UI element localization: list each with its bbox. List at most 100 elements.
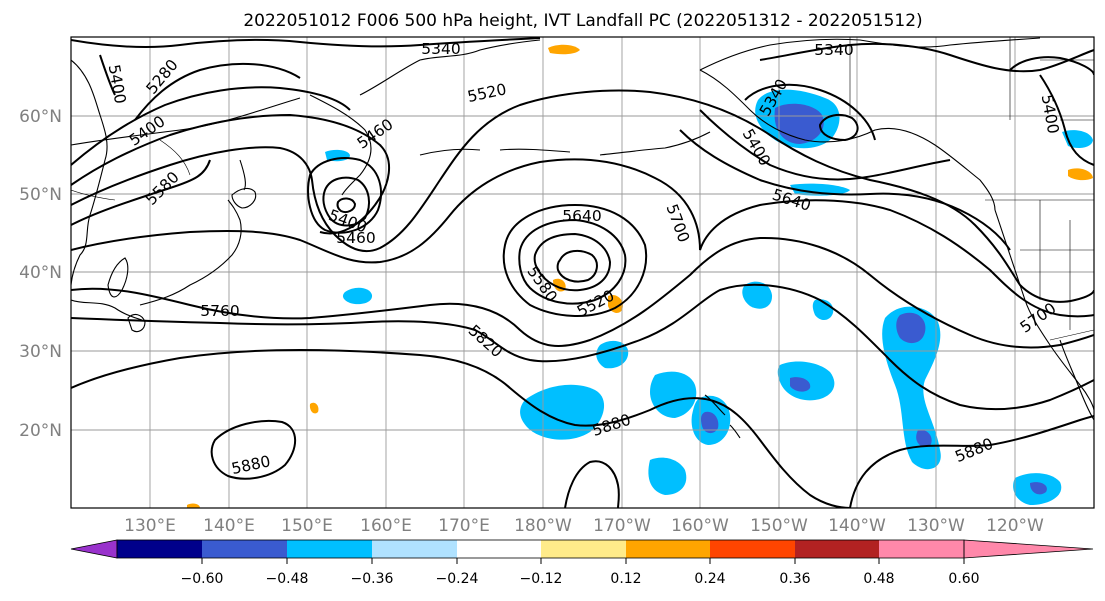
- ivt-shading: [187, 44, 1093, 508]
- ivt-patch-south-1: [648, 457, 687, 495]
- lon-label: 120°W: [986, 516, 1044, 536]
- contour-5760: [71, 236, 1094, 349]
- contour-east-small: [1039, 74, 1094, 166]
- lon-label: 170°E: [438, 516, 490, 536]
- contour-label: 5340: [421, 40, 460, 58]
- colorbar-segment: [879, 540, 964, 558]
- latitude-labels: 60°N 50°N 40°N 30°N 20°N: [19, 107, 62, 441]
- coastlines: [71, 37, 1094, 439]
- contour-5340-alaska: [744, 83, 876, 141]
- colorbar: −0.60 −0.48 −0.36 −0.24 −0.12 0.12 0.24 …: [70, 539, 1094, 587]
- contour-5700: [71, 158, 1094, 318]
- colorbar-tick-label: −0.24: [436, 571, 479, 587]
- contour-5820: [71, 283, 1094, 411]
- ivt-patch-south-3-core: [1030, 482, 1047, 495]
- longitude-labels: 130°E 140°E 150°E 160°E 170°E 180°W 170°…: [124, 516, 1044, 536]
- contour-5280: [134, 62, 301, 121]
- colorbar-segment: [372, 540, 457, 558]
- contour-low-center: [336, 197, 357, 214]
- lat-label: 40°N: [19, 263, 62, 283]
- coast-japan-kyushu: [127, 313, 146, 333]
- ivt-patch-central-3-core: [701, 411, 719, 434]
- map-panel: 5340 5340 5400 5280 5400 5520 5460 5580 …: [70, 36, 1095, 509]
- contour-5400-west: [99, 54, 116, 96]
- colorbar-tick-label: 0.12: [610, 571, 641, 587]
- contour-5460: [71, 113, 391, 235]
- coast-aleutians: [419, 131, 711, 156]
- lat-label: 50°N: [19, 185, 62, 205]
- colorbar-tick-label: −0.48: [266, 571, 309, 587]
- lon-label: 150°W: [750, 516, 808, 536]
- colorbar-segment: [795, 540, 879, 558]
- contour-5880-west: [71, 348, 851, 508]
- lon-label: 180°W: [514, 516, 572, 536]
- map-frame: [70, 36, 1095, 509]
- contour-5880-south: [564, 460, 620, 508]
- border-asia: [71, 139, 191, 201]
- contour-5640-ring: [502, 203, 648, 317]
- contour-label: 5460: [336, 229, 375, 247]
- lon-label: 170°W: [593, 516, 651, 536]
- contour-5580-ring: [518, 218, 627, 305]
- coast-chukotka: [359, 39, 541, 96]
- border-us-mexico: [1049, 329, 1094, 341]
- colorbar-extend-left: [70, 539, 118, 559]
- contour-5880-ring: [210, 419, 297, 480]
- colorbar-segment: [626, 540, 710, 558]
- contour-5460-low-ring: [307, 157, 382, 234]
- map-title: 2022051012 F006 500 hPa height, IVT Land…: [243, 11, 922, 31]
- ivt-patch-mid-1: [742, 281, 773, 309]
- coast-na-west: [994, 209, 1094, 411]
- contour-label: 5640: [562, 207, 601, 225]
- contour-5400-low-ring: [322, 176, 371, 227]
- lon-label: 150°E: [281, 516, 333, 536]
- coast-baja: [1059, 339, 1094, 421]
- ivt-patch-orange-1: [548, 44, 580, 55]
- colorbar-tick-label: 0.48: [863, 571, 894, 587]
- colorbar-tick-label: −0.60: [181, 571, 224, 587]
- colorbar-segment: [541, 540, 626, 558]
- coast-asia: [71, 59, 108, 286]
- colorbar-segment: [202, 540, 287, 558]
- contour-5640: [679, 129, 1011, 251]
- colorbar-extend-right: [963, 539, 1094, 559]
- coast-kamchatka: [309, 94, 372, 196]
- colorbar-segment: [117, 540, 202, 558]
- contour-5520-ring: [533, 232, 612, 292]
- lon-label: 160°E: [360, 516, 412, 536]
- lon-label: 140°E: [203, 516, 255, 536]
- lon-label: 140°W: [828, 516, 886, 536]
- lat-label: 30°N: [19, 342, 62, 362]
- colorbar-segment: [710, 540, 795, 558]
- contour-5580: [71, 159, 211, 226]
- coast-alaska-north: [699, 37, 1041, 71]
- ivt-patch-gulf: [790, 183, 850, 196]
- colorbar-tick-label: 0.24: [694, 571, 725, 587]
- coast-korea: [107, 257, 129, 298]
- height-contours: [71, 37, 1094, 508]
- contour-high-center: [556, 249, 598, 283]
- colorbar-tick-label: 0.60: [948, 571, 979, 587]
- map-background: [71, 37, 1094, 508]
- coast-hawaii: [704, 394, 741, 439]
- colorbar-segment: [457, 540, 541, 558]
- coast-sakhalin: [239, 159, 246, 191]
- ivt-patch-orange-5: [309, 402, 319, 414]
- border-us-states: [1020, 200, 1094, 330]
- lon-label: 130°E: [124, 516, 176, 536]
- colorbar-tick-label: 0.36: [779, 571, 810, 587]
- ivt-patch-orange-4: [1068, 168, 1093, 181]
- contour-5400: [71, 86, 351, 166]
- lat-label: 60°N: [19, 107, 62, 127]
- ivt-patch-south-2-core: [790, 377, 811, 392]
- colorbar-segment: [287, 540, 372, 558]
- coast-alaska: [699, 69, 996, 211]
- contour-5400-alaska: [699, 109, 951, 181]
- lon-label: 160°W: [671, 516, 729, 536]
- contour-label: 5340: [814, 41, 853, 59]
- contour-5340-ne: [759, 42, 1094, 73]
- colorbar-tick-label: −0.12: [520, 571, 563, 587]
- lat-label: 20°N: [19, 421, 62, 441]
- ivt-patch-orange-6: [187, 503, 200, 508]
